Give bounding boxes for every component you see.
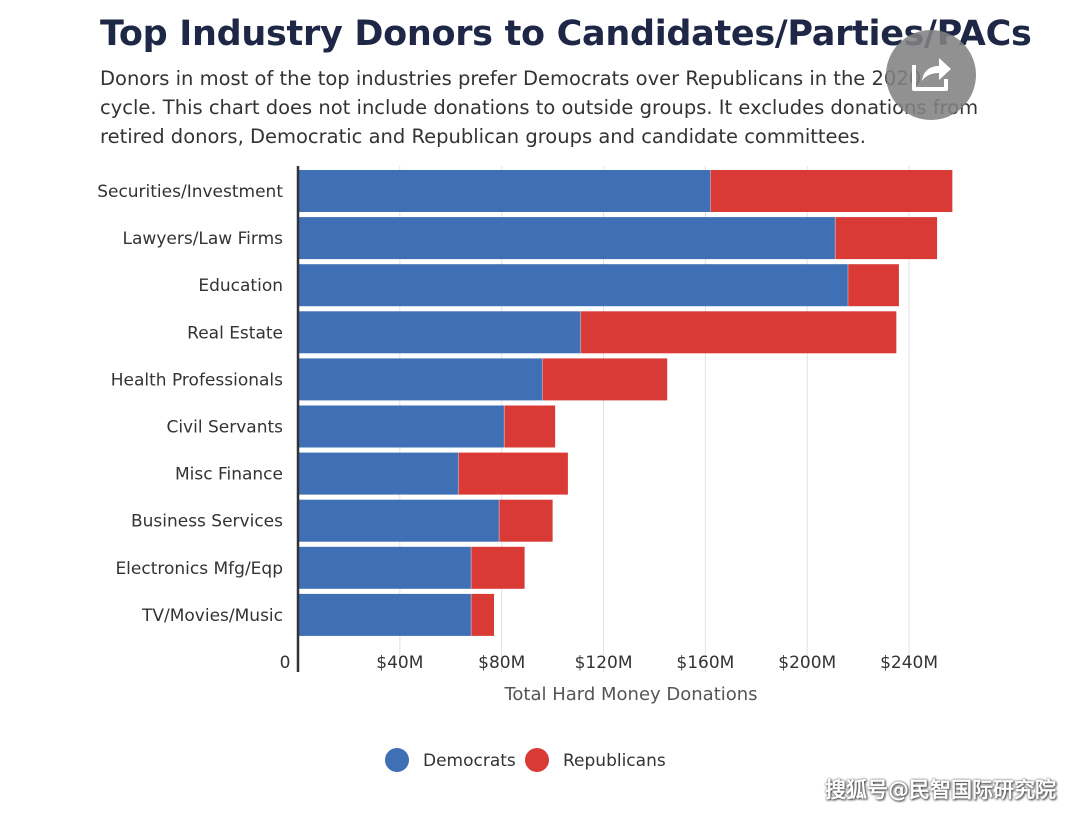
- legend-label-republicans: Republicans: [563, 751, 666, 771]
- bars: [298, 170, 953, 636]
- category-label: Education: [198, 276, 283, 296]
- x-tick-label: $120M: [575, 653, 633, 673]
- share-icon: [908, 53, 954, 97]
- chart-subtitle: Donors in most of the top industries pre…: [100, 67, 979, 148]
- bar-democrats-8: [298, 499, 500, 542]
- category-label: TV/Movies/Music: [141, 606, 283, 626]
- category-label: Securities/Investment: [97, 182, 283, 202]
- bar-democrats-4: [298, 311, 581, 354]
- bar-democrats-7: [298, 452, 459, 495]
- bar-republicans-3: [847, 264, 899, 307]
- bar-republicans-1: [710, 170, 953, 212]
- x-tick-label: $160M: [676, 653, 734, 673]
- x-tick-label: $40M: [376, 653, 423, 673]
- bar-republicans-5: [542, 358, 668, 401]
- bar-democrats-6: [298, 405, 505, 448]
- bar-republicans-10: [471, 593, 495, 636]
- bar-republicans-4: [580, 311, 897, 354]
- bar-democrats-10: [298, 593, 472, 636]
- category-label: Health Professionals: [111, 370, 283, 390]
- bar-democrats-5: [298, 358, 543, 401]
- category-label: Lawyers/Law Firms: [123, 229, 284, 249]
- x-tick-label: $200M: [778, 653, 836, 673]
- x-tick-label: $240M: [880, 653, 938, 673]
- legend-swatch-democrats: [385, 748, 409, 772]
- legend-label-democrats: Democrats: [423, 751, 516, 771]
- bar-republicans-6: [504, 405, 556, 448]
- category-label: Civil Servants: [166, 418, 283, 438]
- watermark: 搜狐号@民智国际研究院: [825, 778, 1056, 802]
- chart-title: Top Industry Donors to Candidates/Partie…: [100, 14, 1032, 54]
- bar-republicans-8: [499, 499, 553, 542]
- x-axis-ticks: 0 $40M $80M $120M $160M $200M $240M: [280, 653, 938, 673]
- category-label: Electronics Mfg/Eqp: [115, 559, 283, 579]
- bar-republicans-7: [458, 452, 568, 495]
- bar-democrats-1: [298, 170, 711, 212]
- x-axis-title: Total Hard Money Donations: [503, 684, 757, 705]
- category-label: Business Services: [131, 512, 283, 532]
- bar-republicans-9: [471, 546, 525, 589]
- category-label: Misc Finance: [175, 465, 283, 485]
- category-labels: Securities/Investment Lawyers/Law Firms Ed…: [97, 182, 283, 626]
- bar-democrats-9: [298, 546, 472, 589]
- share-button[interactable]: [886, 30, 976, 120]
- legend: Democrats Republicans: [385, 748, 666, 772]
- x-tick-label: $80M: [478, 653, 525, 673]
- bar-democrats-3: [298, 264, 848, 307]
- legend-swatch-republicans: [525, 748, 549, 772]
- bar-republicans-2: [835, 217, 938, 260]
- category-label: Real Estate: [187, 323, 283, 343]
- bar-democrats-2: [298, 217, 836, 260]
- x-tick-label: 0: [280, 653, 291, 673]
